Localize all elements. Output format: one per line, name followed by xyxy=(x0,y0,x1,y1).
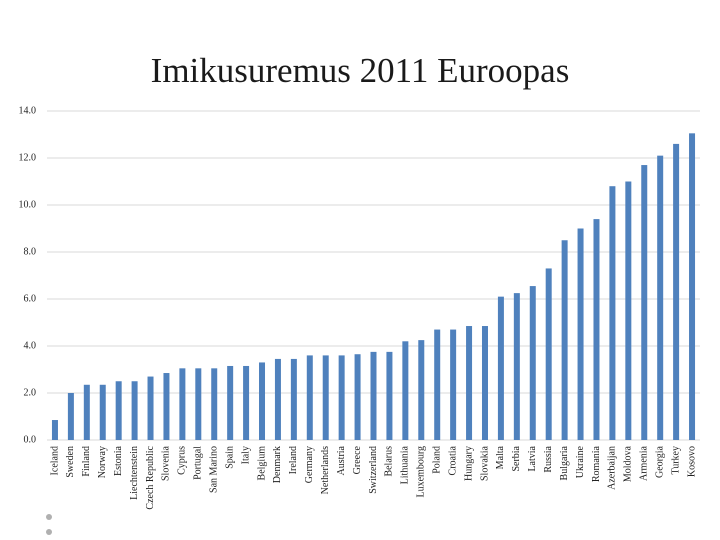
bar xyxy=(497,296,504,440)
x-tick-label: Norway xyxy=(97,446,108,478)
bar xyxy=(338,355,345,440)
bar xyxy=(274,358,281,440)
x-tick-label: Italy xyxy=(240,446,251,464)
bar xyxy=(529,286,536,440)
y-tick-label: 10.0 xyxy=(19,199,37,210)
bar xyxy=(67,393,74,440)
y-tick-label: 8.0 xyxy=(24,246,37,257)
bar xyxy=(370,351,377,440)
x-tick-label: Hungary xyxy=(463,446,474,481)
x-tick-label: Georgia xyxy=(654,445,665,478)
bar xyxy=(625,181,632,440)
x-tick-label: Netherlands xyxy=(320,446,331,494)
bar xyxy=(243,365,250,440)
bar xyxy=(83,384,90,440)
x-tick-label: Cyprus xyxy=(177,446,188,475)
bar xyxy=(609,186,616,440)
bar xyxy=(561,240,568,440)
x-tick-label: Kosovo xyxy=(686,446,697,477)
bar xyxy=(450,329,457,440)
x-tick-label: Romania xyxy=(591,445,602,482)
y-tick-label: 12.0 xyxy=(19,152,37,163)
bar xyxy=(51,420,58,440)
x-tick-label: Armenia xyxy=(639,445,650,481)
x-tick-label: Belarus xyxy=(384,446,395,477)
x-tick-label: Germany xyxy=(304,446,315,483)
chart-title: Imikusuremus 2011 Euroopas xyxy=(151,51,570,90)
bar xyxy=(673,143,680,440)
x-tick-label: Slovenia xyxy=(161,445,172,481)
x-tick-label: Liechtenstein xyxy=(129,446,140,500)
bar xyxy=(131,381,138,440)
bar xyxy=(545,268,552,440)
x-tick-label: Moldova xyxy=(623,445,634,482)
x-tick-label: Poland xyxy=(432,446,443,474)
y-tick-label: 6.0 xyxy=(24,293,37,304)
decoration-dot xyxy=(46,529,52,535)
bar xyxy=(513,293,520,440)
x-tick-label: Ireland xyxy=(288,446,299,474)
bar xyxy=(99,384,106,440)
bar xyxy=(227,365,234,440)
x-tick-label: Bulgaria xyxy=(559,445,570,480)
bar xyxy=(577,228,584,440)
x-tick-label: Luxembourg xyxy=(416,446,427,497)
x-tick-label: Denmark xyxy=(272,446,283,483)
x-tick-label: Ukraine xyxy=(575,445,586,478)
y-tick-label: 2.0 xyxy=(24,387,37,398)
x-tick-label: Austria xyxy=(336,445,347,475)
x-tick-label: Estonia xyxy=(113,445,124,476)
bar xyxy=(163,373,170,440)
bar xyxy=(354,354,361,440)
x-tick-label: Lithuania xyxy=(400,445,411,484)
x-tick-label: Finland xyxy=(81,446,92,477)
x-tick-label: Sweden xyxy=(65,446,76,478)
bar xyxy=(689,133,696,440)
bar xyxy=(434,329,441,440)
x-tick-label: Greece xyxy=(352,445,363,474)
bar xyxy=(641,165,648,441)
x-tick-label: Malta xyxy=(495,445,506,469)
x-tick-label: Slovakia xyxy=(479,445,490,481)
bar xyxy=(386,351,393,440)
bar xyxy=(259,362,266,440)
y-tick-label: 14.0 xyxy=(19,105,37,116)
bar xyxy=(211,368,218,440)
x-tick-label: Switzerland xyxy=(368,446,379,494)
bar xyxy=(593,219,600,440)
bar xyxy=(402,341,409,440)
x-tick-label: Iceland xyxy=(49,446,60,475)
y-tick-label: 4.0 xyxy=(24,340,37,351)
bar xyxy=(418,340,425,440)
bar xyxy=(481,326,488,440)
x-tick-label: Spain xyxy=(224,446,235,469)
x-tick-label: Azerbaijan xyxy=(607,446,618,490)
bar xyxy=(322,355,329,440)
bar xyxy=(115,381,122,440)
x-tick-label: Russia xyxy=(543,445,554,472)
x-tick-label: Serbia xyxy=(511,445,522,471)
x-tick-label: Portugal xyxy=(193,446,204,480)
bar xyxy=(466,326,473,440)
decoration-dot xyxy=(46,514,52,520)
x-tick-label: Croatia xyxy=(447,445,458,475)
bar xyxy=(657,155,664,440)
x-tick-label: Turkey xyxy=(670,446,681,475)
y-tick-label: 0.0 xyxy=(24,434,37,445)
bar xyxy=(306,355,313,440)
x-tick-label: Latvia xyxy=(527,445,538,471)
bar xyxy=(179,368,186,440)
bar xyxy=(147,376,154,440)
x-tick-label: San Marino xyxy=(209,446,220,493)
bar xyxy=(195,368,202,440)
x-tick-label: Czech Republic xyxy=(145,445,156,509)
x-tick-label: Belgium xyxy=(256,446,267,481)
bar xyxy=(290,358,297,440)
